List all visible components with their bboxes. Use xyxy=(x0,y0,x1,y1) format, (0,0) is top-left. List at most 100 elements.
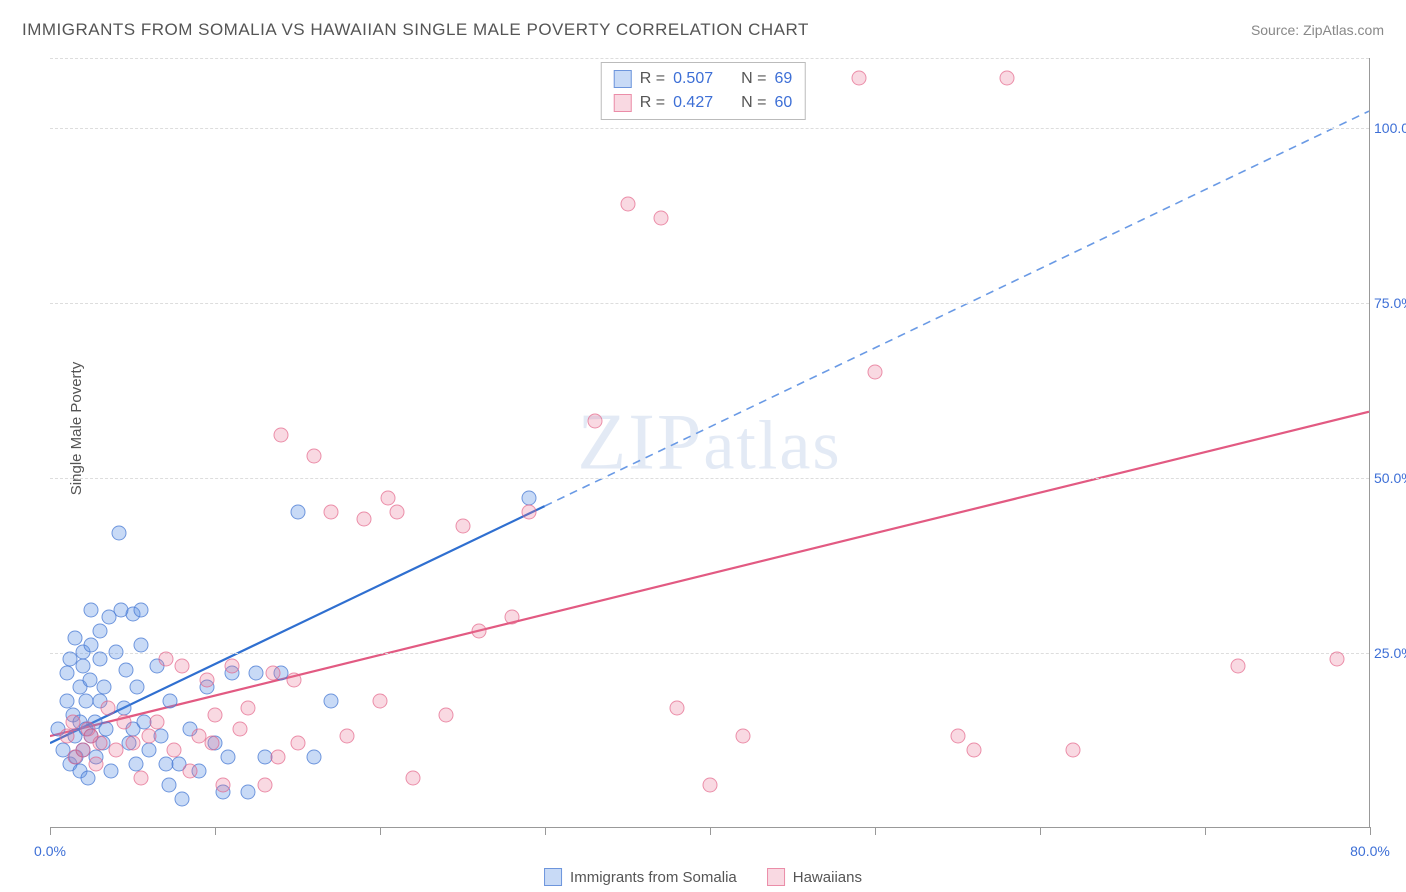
y-tick-label: 25.0% xyxy=(1374,645,1406,661)
data-point xyxy=(670,701,685,716)
data-point xyxy=(66,715,81,730)
data-point xyxy=(112,526,127,541)
gridline-h xyxy=(50,478,1369,479)
x-tick xyxy=(380,827,381,835)
gridline-h xyxy=(50,58,1369,59)
data-point xyxy=(59,729,74,744)
data-point xyxy=(84,638,99,653)
data-point xyxy=(117,701,132,716)
source-value: ZipAtlas.com xyxy=(1303,22,1384,38)
legend-label-b: Hawaiians xyxy=(793,869,862,886)
data-point xyxy=(323,694,338,709)
r-label: R = xyxy=(640,91,665,115)
data-point xyxy=(125,736,140,751)
x-tick xyxy=(215,827,216,835)
data-point xyxy=(133,603,148,618)
data-point xyxy=(455,519,470,534)
legend-stats-row-a: R = 0.507 N = 69 xyxy=(614,67,793,91)
data-point xyxy=(389,505,404,520)
data-point xyxy=(967,743,982,758)
data-point xyxy=(950,729,965,744)
data-point xyxy=(587,414,602,429)
data-point xyxy=(109,743,124,758)
x-tick-label: 80.0% xyxy=(1350,843,1390,859)
data-point xyxy=(89,757,104,772)
data-point xyxy=(287,673,302,688)
data-point xyxy=(175,792,190,807)
r-value-a: 0.507 xyxy=(673,67,713,91)
data-point xyxy=(59,694,74,709)
data-point xyxy=(163,694,178,709)
data-point xyxy=(521,491,536,506)
gridline-h xyxy=(50,303,1369,304)
data-point xyxy=(1000,71,1015,86)
data-point xyxy=(199,673,214,688)
r-label: R = xyxy=(640,67,665,91)
data-point xyxy=(92,652,107,667)
data-point xyxy=(133,771,148,786)
legend-swatch-b xyxy=(614,94,632,112)
data-point xyxy=(104,764,119,779)
data-point xyxy=(703,778,718,793)
data-point xyxy=(1330,652,1345,667)
legend-item-b: Hawaiians xyxy=(767,868,862,886)
trend-line xyxy=(50,412,1369,736)
data-point xyxy=(274,428,289,443)
data-point xyxy=(851,71,866,86)
data-point xyxy=(1066,743,1081,758)
x-tick-label: 0.0% xyxy=(34,843,66,859)
n-value-a: 69 xyxy=(774,67,792,91)
data-point xyxy=(99,722,114,737)
data-point xyxy=(270,750,285,765)
data-point xyxy=(158,652,173,667)
data-point xyxy=(265,666,280,681)
x-tick xyxy=(1040,827,1041,835)
data-point xyxy=(439,708,454,723)
data-point xyxy=(521,505,536,520)
y-tick-label: 50.0% xyxy=(1374,470,1406,486)
legend-label-a: Immigrants from Somalia xyxy=(570,869,737,886)
data-point xyxy=(84,603,99,618)
data-point xyxy=(97,680,112,695)
data-point xyxy=(76,659,91,674)
gridline-h xyxy=(50,653,1369,654)
data-point xyxy=(175,659,190,674)
data-point xyxy=(109,645,124,660)
legend-item-a: Immigrants from Somalia xyxy=(544,868,737,886)
data-point xyxy=(307,449,322,464)
source-attribution: Source: ZipAtlas.com xyxy=(1251,22,1384,38)
data-point xyxy=(290,505,305,520)
source-label: Source: xyxy=(1251,22,1299,38)
x-tick xyxy=(1205,827,1206,835)
x-tick xyxy=(545,827,546,835)
data-point xyxy=(204,736,219,751)
legend-swatch-b-icon xyxy=(767,868,785,886)
gridline-h xyxy=(50,128,1369,129)
data-point xyxy=(166,743,181,758)
data-point xyxy=(117,715,132,730)
legend-stats: R = 0.507 N = 69 R = 0.427 N = 60 xyxy=(601,62,806,120)
legend-swatch-a-icon xyxy=(544,868,562,886)
data-point xyxy=(249,666,264,681)
data-point xyxy=(323,505,338,520)
x-tick xyxy=(710,827,711,835)
data-point xyxy=(59,666,74,681)
data-point xyxy=(232,722,247,737)
data-point xyxy=(142,729,157,744)
data-point xyxy=(653,211,668,226)
data-point xyxy=(161,778,176,793)
n-label: N = xyxy=(741,67,766,91)
data-point xyxy=(241,701,256,716)
data-point xyxy=(118,662,133,677)
data-point xyxy=(208,708,223,723)
data-point xyxy=(505,610,520,625)
data-point xyxy=(373,694,388,709)
data-point xyxy=(216,778,231,793)
data-point xyxy=(868,365,883,380)
data-point xyxy=(406,771,421,786)
x-tick xyxy=(875,827,876,835)
trend-line-extrapolated xyxy=(545,111,1369,506)
data-point xyxy=(130,680,145,695)
r-value-b: 0.427 xyxy=(673,91,713,115)
data-point xyxy=(150,715,165,730)
